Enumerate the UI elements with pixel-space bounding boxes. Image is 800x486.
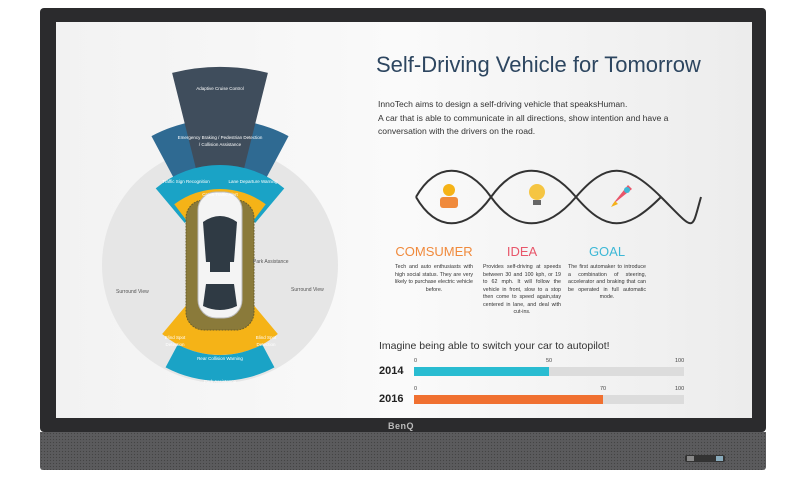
label-park-assist-rear: Park Assistance [204,379,237,384]
column-heading: IDEA [506,244,538,259]
progress-bar [414,395,684,404]
bar-value-tick: 70 [600,386,607,392]
label-blind-spot-left-2: Detection [165,342,185,347]
car-icon [197,191,243,319]
bar-min-tick: 0 [414,386,418,392]
label-traffic-sign: Traffic Sign Recognition [162,179,210,184]
label-blind-spot-right-2: Detection [256,342,276,347]
person-icon [440,184,458,208]
speaker-grille [40,432,766,470]
label-blind-spot-left: Blind Spot [165,335,186,340]
screen: Adaptive Cruise Control Emergency Brakin… [56,22,752,418]
column-heading: GOAL [588,244,626,259]
column-text: Provides self-driving at speeds between … [483,264,561,315]
label-park-assist-side: Park Assistance [253,259,289,265]
progress-bar [414,367,684,376]
infinity-loop [415,169,702,225]
bar-min-tick: 0 [414,358,418,364]
bar-year: 2016 [379,393,404,405]
bar-max-tick: 100 [675,386,685,392]
progress-fill [414,395,603,404]
bar-max-tick: 100 [675,358,685,364]
label-rear-collision: Rear Collision Warning [197,356,243,361]
bar-value-tick: 50 [546,358,553,364]
label-surround-left: Surround View [116,289,149,295]
progress-fill [414,367,549,376]
label-cross-traffic: Cross Traffic Alert [202,192,238,197]
wedge-adaptive-cruise [172,67,268,168]
intro-line-1: InnoTech aims to design a self-driving v… [378,99,628,109]
column-text: Tech and auto enthusiasts with high soci… [395,264,473,293]
label-lane-departure: Lane Departure Warning [228,179,278,184]
rocket-icon [611,185,632,207]
lightbulb-icon [529,184,545,205]
label-emergency-2: / Collision Assistance [199,142,242,147]
column-heading: COMSUMER [395,244,473,259]
label-surround-right: Surround View [291,287,324,293]
adas-diagram: Adaptive Cruise Control Emergency Brakin… [102,67,338,384]
control-buttons[interactable] [685,455,725,462]
label-blind-spot-right: Blind Spot [256,335,277,340]
autopilot-question: Imagine being able to switch your car to… [379,340,610,352]
brand-logo: BenQ [388,421,415,431]
label-emergency-1: Emergency Braking / Pedestrian Detection [178,135,263,140]
intro-text: InnoTech aims to design a self-driving v… [378,98,718,139]
bar-year: 2014 [379,365,404,377]
intro-line-2: A car that is able to communicate in all… [378,112,669,137]
slide-title: Self-Driving Vehicle for Tomorrow [376,52,701,77]
column-text: The first automaker to introduce a combi… [568,264,646,300]
label-adaptive-cruise: Adaptive Cruise Control [196,86,244,91]
wedge-park-assist-rear [165,344,275,381]
